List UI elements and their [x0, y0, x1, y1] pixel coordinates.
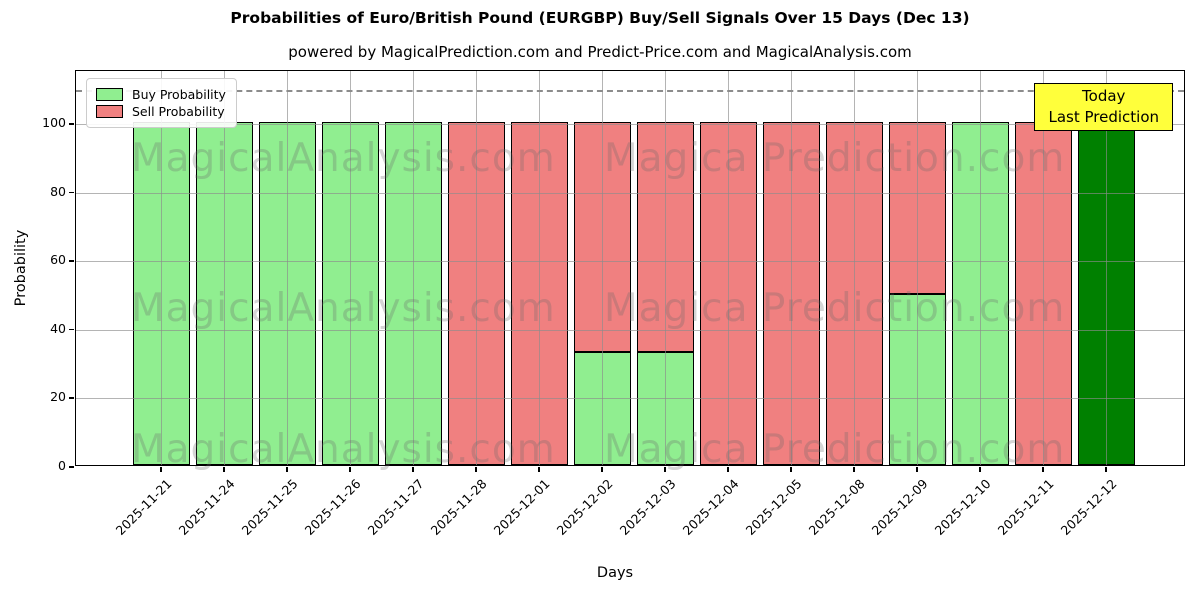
x-tick-label: 2025-11-25 [238, 476, 301, 538]
threshold-dashed-line [76, 90, 1184, 93]
x-axis-tick [160, 467, 162, 472]
x-tick-label: 2025-12-04 [679, 476, 742, 538]
vertical-gridline [791, 71, 792, 465]
x-axis-tick [412, 467, 414, 472]
watermark-left-text: MagicalAnalysis.com [131, 286, 556, 331]
y-tick-label: 80 [50, 183, 66, 199]
watermark-left-text: MagicalAnalysis.com [131, 427, 556, 472]
y-axis-tick [69, 191, 74, 194]
x-axis-tick [790, 467, 792, 472]
x-tick-label: 2025-12-10 [931, 476, 994, 538]
vertical-gridline [728, 71, 729, 465]
x-tick-label: 2025-11-28 [427, 476, 490, 538]
vertical-gridline [224, 71, 225, 465]
y-axis-label: Probability [13, 229, 29, 307]
horizontal-gridline [76, 192, 1184, 194]
horizontal-gridline [76, 261, 1184, 263]
y-axis-tick [69, 466, 74, 468]
vertical-gridline [287, 71, 288, 465]
x-axis-tick [538, 467, 540, 472]
x-axis-label: Days [596, 565, 634, 581]
chart-subtitle: powered by MagicalPrediction.com and Pre… [288, 43, 912, 61]
vertical-gridline [539, 71, 540, 465]
x-tick-label: 2025-11-24 [175, 476, 238, 538]
vertical-gridline [602, 71, 603, 465]
sell-legend-swatch [96, 105, 123, 118]
x-axis-tick [223, 467, 225, 472]
watermark-right-text: Magica Prediction.com [604, 427, 1066, 472]
x-axis-tick [664, 467, 666, 472]
x-tick-label: 2025-12-12 [1057, 476, 1120, 538]
vertical-gridline [476, 71, 477, 465]
vertical-gridline [1106, 71, 1107, 465]
x-axis-tick [853, 467, 855, 472]
vertical-gridline [917, 71, 918, 465]
vertical-gridline [980, 71, 981, 465]
x-axis-tick [1042, 467, 1044, 472]
sell-legend-label: Sell Probability [132, 104, 225, 119]
x-axis-tick [349, 467, 351, 472]
y-axis-tick [69, 260, 74, 262]
vertical-gridline [854, 71, 855, 465]
vertical-gridline [1043, 71, 1044, 465]
x-tick-label: 2025-12-08 [805, 476, 868, 538]
chart-legend: Buy Probability Sell Probability [86, 78, 237, 128]
x-tick-label: 2025-11-21 [112, 476, 175, 538]
y-axis-tick [69, 397, 74, 399]
y-axis-tick [69, 123, 74, 125]
y-axis-tick [69, 328, 74, 331]
y-tick-label: 0 [58, 458, 66, 473]
x-tick-label: 2025-12-03 [616, 476, 679, 538]
page-title: Probabilities of Euro/British Pound (EUR… [230, 9, 970, 27]
x-tick-label: 2025-12-01 [490, 476, 553, 538]
legend-entry-buy: Buy Probability [96, 87, 226, 102]
x-axis-tick [1105, 467, 1107, 472]
horizontal-gridline [76, 329, 1184, 331]
plot-area: Buy Probability Sell Probability Today L… [75, 70, 1185, 472]
watermark-right-text: Magica Prediction.com [604, 286, 1066, 331]
vertical-gridline [665, 71, 666, 465]
legend-entry-sell: Sell Probability [96, 104, 226, 119]
vertical-gridline [350, 71, 351, 465]
watermark-right-text: Magica Prediction.com [604, 136, 1066, 181]
y-tick-label: 40 [50, 320, 66, 336]
x-axis-tick [475, 467, 477, 472]
x-axis-tick [727, 467, 729, 472]
x-axis-tick [286, 467, 288, 472]
x-tick-label: 2025-11-26 [301, 476, 364, 538]
y-tick-label: 60 [50, 252, 66, 268]
x-tick-label: 2025-11-27 [364, 476, 427, 538]
today-annotation-box: Today Last Prediction [1034, 83, 1173, 131]
x-tick-label: 2025-12-02 [553, 476, 616, 538]
x-axis-tick [916, 467, 918, 472]
horizontal-gridline [76, 124, 1184, 126]
y-tick-label: 100 [42, 115, 66, 131]
today-annotation-line1: Today [1082, 87, 1126, 105]
watermark-left-text: MagicalAnalysis.com [131, 136, 556, 181]
buy-legend-label: Buy Probability [132, 87, 226, 102]
y-tick-label: 20 [50, 389, 66, 405]
today-annotation-line2: Last Prediction [1048, 108, 1159, 126]
x-tick-label: 2025-12-09 [868, 476, 931, 538]
x-tick-label: 2025-12-05 [742, 476, 805, 538]
x-tick-label: 2025-12-11 [994, 476, 1057, 538]
x-axis-tick [601, 467, 603, 472]
buy-legend-swatch [96, 88, 123, 101]
horizontal-gridline [76, 398, 1184, 400]
x-axis-tick [979, 467, 981, 472]
vertical-gridline [161, 71, 162, 465]
vertical-gridline [413, 71, 414, 465]
